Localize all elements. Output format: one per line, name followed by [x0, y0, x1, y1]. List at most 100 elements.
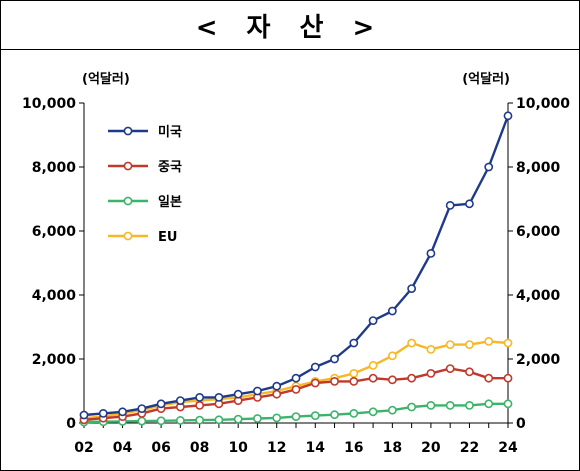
- x-tick-label: 06: [151, 440, 170, 456]
- data-point: [465, 340, 474, 349]
- data-point: [407, 402, 417, 412]
- data-point: [484, 373, 494, 383]
- data-point: [253, 414, 262, 423]
- data-point: [349, 338, 359, 348]
- left-y-tick-label: 8,000: [32, 160, 77, 176]
- x-tick-label: 12: [267, 440, 286, 456]
- data-point: [330, 376, 339, 386]
- data-point: [465, 367, 474, 377]
- data-point: [407, 284, 417, 293]
- chart-title: < 자 산 >: [195, 12, 385, 43]
- data-point: [330, 354, 339, 364]
- data-point: [291, 373, 301, 383]
- data-point: [387, 351, 397, 361]
- data-point: [387, 405, 397, 415]
- data-point: [137, 416, 147, 426]
- legend-label: 일본: [158, 195, 182, 210]
- data-point: [426, 368, 436, 378]
- data-point: [484, 336, 494, 346]
- data-point: [214, 415, 224, 425]
- x-tick-label: 08: [190, 440, 209, 456]
- x-tick-label: 22: [460, 440, 479, 456]
- data-point: [310, 362, 320, 372]
- data-point: [349, 408, 359, 418]
- legend-label: 미국: [158, 124, 182, 140]
- data-point: [445, 400, 455, 410]
- data-point: [175, 416, 185, 425]
- data-point: [368, 360, 378, 370]
- legend-swatch-marker: [123, 161, 133, 171]
- data-point: [253, 386, 262, 396]
- left-unit-label: (억달러): [82, 71, 130, 87]
- data-point: [465, 199, 474, 209]
- left-y-tick-label: 10,000: [22, 96, 76, 112]
- right-y-tick-label: 6,000: [516, 224, 561, 240]
- x-tick-label: 18: [383, 440, 402, 456]
- data-point: [195, 400, 205, 410]
- data-point: [195, 415, 205, 425]
- data-point: [233, 414, 243, 424]
- right-y-tick-label: 4,000: [516, 288, 561, 304]
- data-point: [445, 340, 455, 349]
- data-point: [79, 410, 89, 420]
- data-point: [484, 162, 494, 172]
- data-point: [156, 416, 166, 426]
- data-point: [368, 316, 378, 325]
- data-point: [98, 408, 108, 418]
- data-point: [349, 368, 359, 378]
- right-y-tick-label: 10,000: [516, 96, 570, 112]
- data-point: [291, 384, 301, 394]
- right-unit-label: (억달러): [462, 71, 510, 87]
- legend-swatch-marker: [123, 231, 133, 241]
- data-point: [426, 248, 436, 258]
- x-tick-label: 16: [344, 440, 363, 456]
- data-point: [175, 396, 185, 405]
- data-point: [407, 338, 417, 348]
- data-point: [233, 389, 243, 399]
- right-y-tick-label: 2,000: [516, 352, 561, 368]
- data-point: [272, 413, 282, 423]
- data-point: [445, 364, 455, 373]
- x-tick-label: 02: [74, 440, 93, 456]
- right-y-tick-label: 8,000: [516, 160, 561, 176]
- legend-swatch-marker: [123, 126, 133, 136]
- left-y-tick-label: 0: [66, 416, 76, 432]
- left-y-tick-label: 4,000: [32, 288, 77, 304]
- x-tick-label: 20: [421, 440, 441, 456]
- data-point: [503, 111, 513, 121]
- data-point: [426, 344, 436, 354]
- data-point: [156, 399, 166, 409]
- data-point: [195, 392, 205, 402]
- data-point: [368, 373, 378, 383]
- right-y-tick-label: 0: [516, 416, 526, 432]
- data-point: [503, 373, 513, 383]
- data-point: [272, 389, 282, 399]
- data-point: [330, 410, 339, 420]
- data-point: [387, 375, 397, 385]
- data-point: [426, 400, 436, 410]
- data-point: [310, 411, 320, 421]
- legend-label: EU: [158, 230, 177, 245]
- x-tick-label: 10: [228, 440, 248, 456]
- data-point: [503, 399, 513, 409]
- legend-swatch-marker: [123, 196, 133, 206]
- x-tick-label: 14: [306, 440, 326, 456]
- data-point: [503, 338, 513, 348]
- data-point: [291, 412, 301, 421]
- data-point: [387, 306, 397, 316]
- data-point: [368, 407, 378, 417]
- legend-label: 중국: [158, 160, 182, 175]
- data-point: [349, 376, 359, 386]
- data-point: [310, 378, 320, 388]
- data-point: [484, 399, 494, 409]
- x-tick-label: 04: [113, 440, 133, 456]
- data-point: [118, 407, 127, 417]
- left-y-tick-label: 6,000: [32, 224, 77, 240]
- data-point: [407, 373, 417, 383]
- title-bar: < 자 산 >: [1, 1, 579, 50]
- x-tick-label: 24: [498, 440, 518, 456]
- data-point: [137, 404, 147, 413]
- data-point: [272, 381, 282, 391]
